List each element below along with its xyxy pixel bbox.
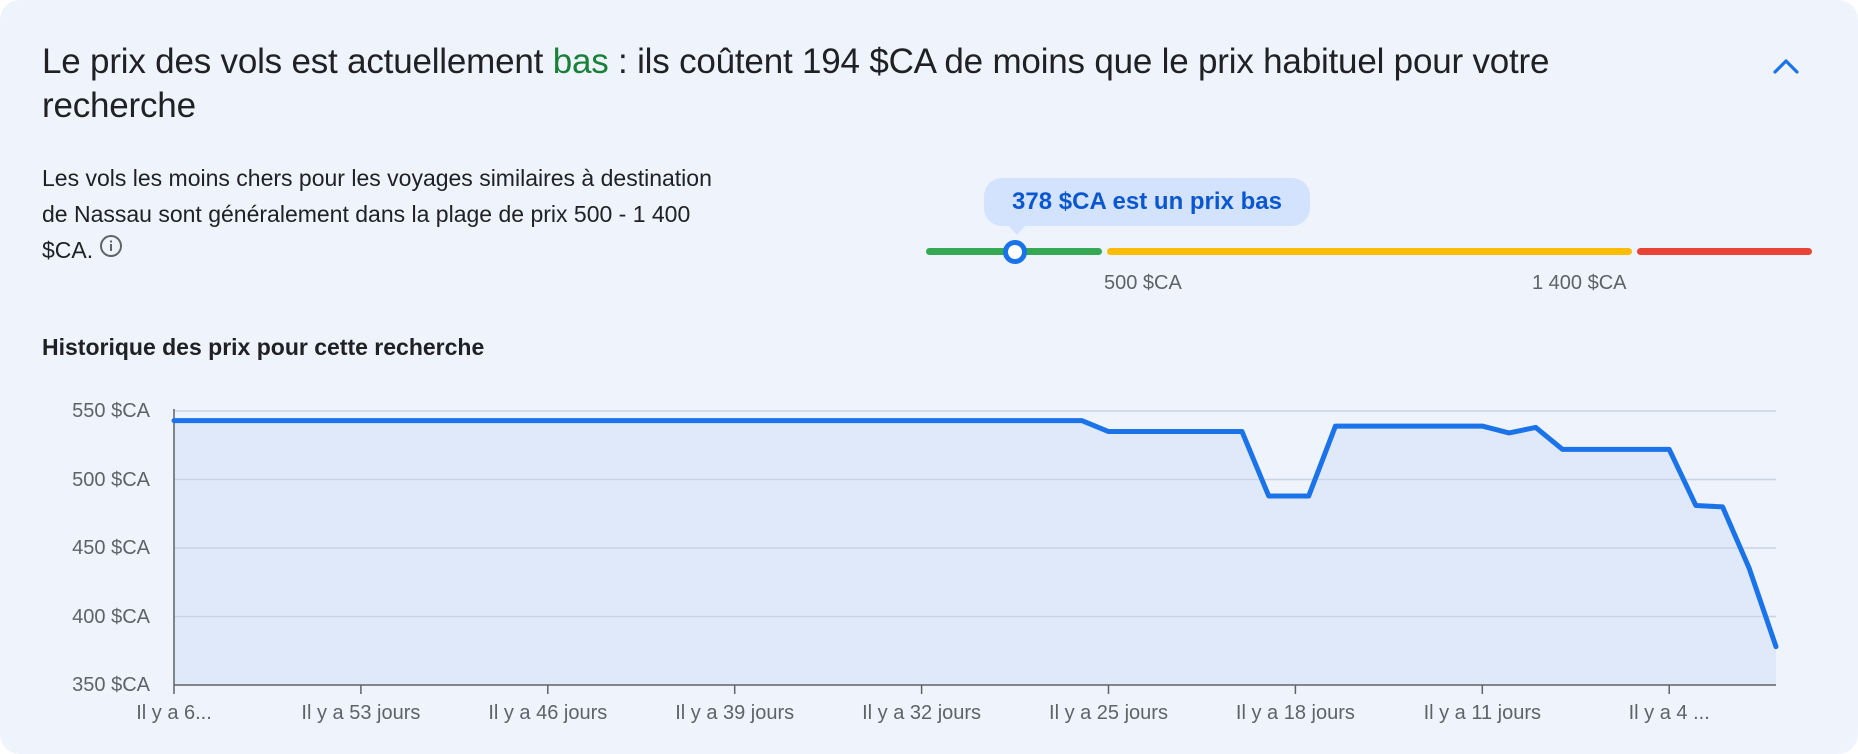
current-price-marker bbox=[1003, 240, 1027, 264]
typical-price-description: Les vols les moins chers pour les voyage… bbox=[42, 160, 742, 268]
price-area-fill bbox=[174, 420, 1776, 685]
y-tick-label: 500 $CA bbox=[72, 468, 150, 491]
x-tick-label: Il y a 6... bbox=[136, 702, 212, 724]
x-tick-label: Il y a 46 jours bbox=[488, 702, 608, 724]
x-tick-label: Il y a 25 jours bbox=[1049, 702, 1168, 724]
x-tick-label: Il y a 32 jours bbox=[862, 702, 982, 724]
x-tick-label: Il y a 39 jours bbox=[675, 702, 795, 724]
high-threshold-label: 1 400 $CA bbox=[1532, 272, 1627, 294]
typical-price-range-bar bbox=[1107, 248, 1632, 255]
tooltip-pointer bbox=[1008, 225, 1026, 235]
collapse-button[interactable] bbox=[1758, 44, 1814, 88]
price-level-status: bas bbox=[552, 42, 609, 81]
price-history-line bbox=[171, 418, 1779, 650]
current-price-tooltip: 378 $CA est un prix bas bbox=[984, 178, 1310, 226]
info-icon[interactable] bbox=[99, 232, 123, 268]
chevron-up-icon bbox=[1773, 59, 1799, 74]
y-tick-label: 350 $CA bbox=[72, 674, 150, 696]
description-text: Les vols les moins chers pour les voyage… bbox=[42, 165, 712, 263]
price-status-headline: Le prix des vols est actuellement bas : … bbox=[42, 40, 1662, 128]
x-tick-label: Il y a 4 ... bbox=[1628, 702, 1710, 724]
headline-part1: Le prix des vols est actuellement bbox=[42, 42, 553, 81]
y-tick-label: 550 $CA bbox=[72, 400, 150, 422]
price-history-title: Historique des prix pour cette recherche bbox=[42, 334, 485, 360]
x-tick-label: Il y a 11 jours bbox=[1423, 702, 1542, 724]
y-tick-label: 450 $CA bbox=[72, 537, 150, 559]
x-tick-label: Il y a 53 jours bbox=[301, 702, 421, 724]
high-price-range-bar bbox=[1637, 248, 1812, 255]
x-tick-label: Il y a 18 jours bbox=[1235, 702, 1355, 724]
headline-part2: : ils coûtent 194 $CA de moins que le pr… bbox=[42, 42, 1550, 125]
y-tick-label: 400 $CA bbox=[72, 605, 150, 628]
low-threshold-label: 500 $CA bbox=[1104, 272, 1182, 294]
